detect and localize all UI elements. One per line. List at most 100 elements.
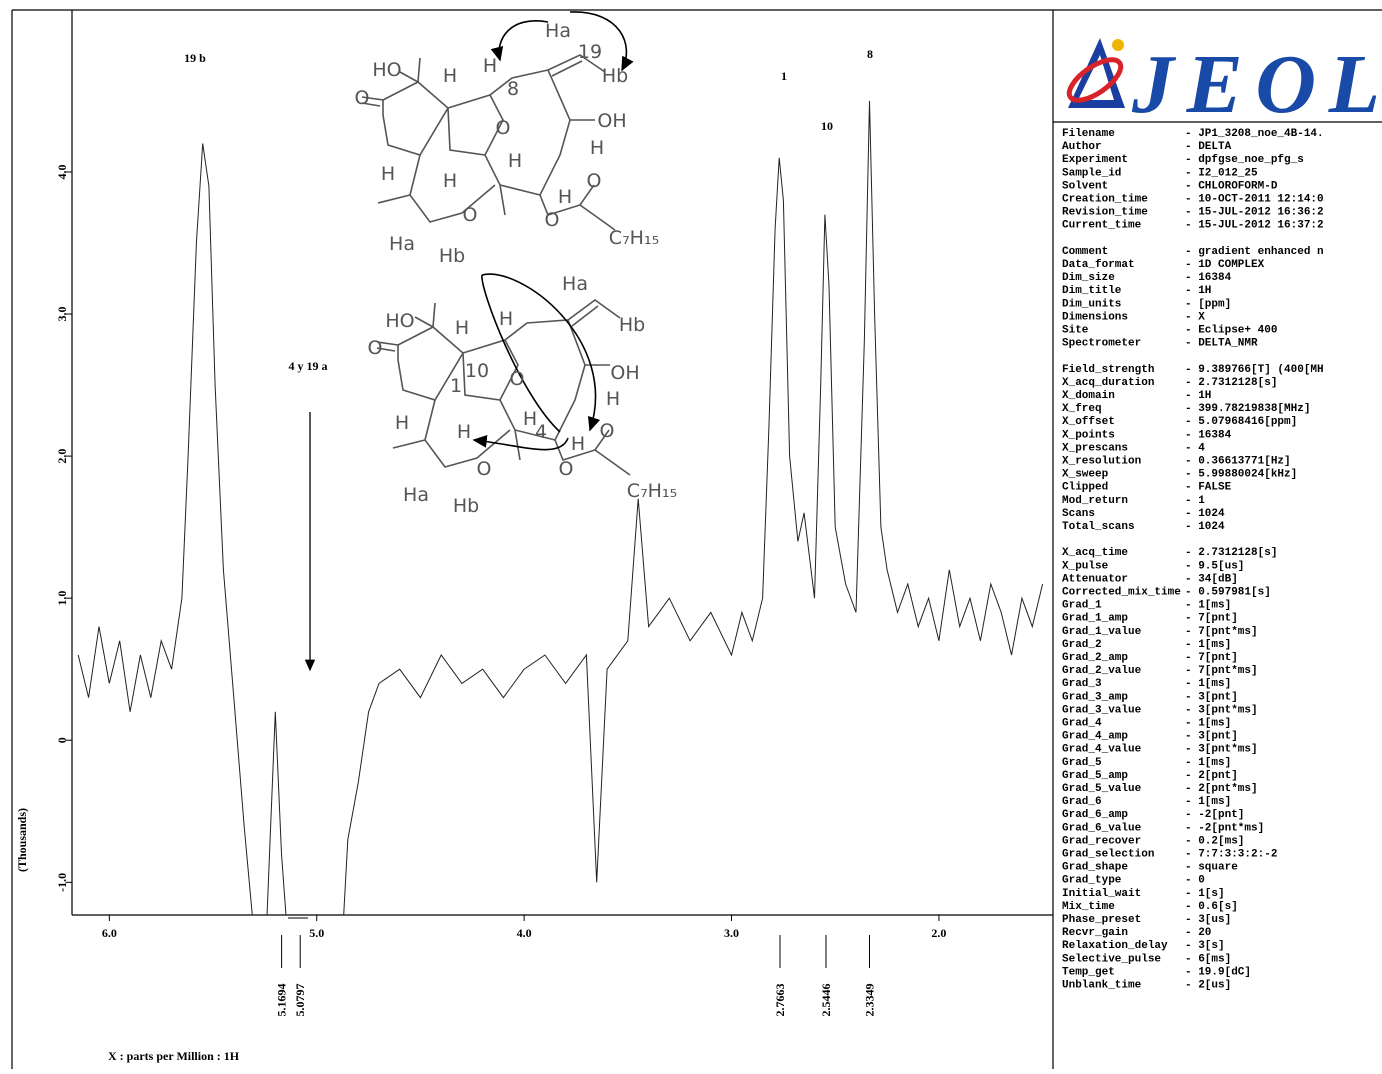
atom-label: H [606, 388, 620, 410]
peak-annotation: 8 [867, 47, 873, 61]
param-key: Grad_1_value [1062, 626, 1142, 638]
param-key: Dim_size [1062, 272, 1115, 284]
param-value: - 1[ms] [1185, 757, 1231, 769]
y-axis-label: (Thousands) [15, 808, 29, 872]
param-key: Dimensions [1062, 311, 1128, 323]
param-value: - 1[ms] [1185, 639, 1231, 651]
param-value: - 3[pnt] [1185, 691, 1238, 703]
peak-annotation: 19 b [184, 51, 206, 65]
param-key: Grad_3_value [1062, 704, 1142, 716]
param-key: Grad_6_value [1062, 822, 1142, 834]
param-value: - 7:7:3:3:2:-2 [1185, 849, 1277, 861]
param-value: - DELTA_NMR [1185, 338, 1258, 350]
atom-label: OH [597, 110, 626, 132]
param-key: Mod_return [1062, 495, 1128, 507]
param-value: - 1024 [1185, 508, 1225, 520]
param-key: Data_format [1062, 259, 1135, 271]
param-value: - 6[ms] [1185, 953, 1231, 965]
structure [376, 273, 631, 476]
param-key: Grad_4 [1062, 718, 1102, 730]
param-key: X_freq [1062, 403, 1102, 415]
y-tick-label: 4.0 [55, 164, 69, 179]
atom-label: H [457, 421, 471, 443]
param-key: Author [1062, 141, 1102, 153]
param-value: - 1H [1185, 390, 1211, 402]
param-value: - 4 [1185, 442, 1205, 454]
param-value: - 2.7312128[s] [1185, 377, 1277, 389]
atom-label: Hb [453, 495, 479, 517]
param-key: X_acq_duration [1062, 377, 1154, 389]
param-key: Grad_6 [1062, 796, 1102, 808]
y-tick-label: 0 [55, 737, 69, 743]
param-value: - 5.07968416[ppm] [1185, 416, 1297, 428]
peak-marker-label: 5.0797 [293, 984, 307, 1017]
atom-label: H [523, 408, 537, 430]
atom-label: O [510, 368, 525, 390]
param-key: Revision_time [1062, 207, 1148, 219]
x-tick-label: 4.0 [517, 926, 532, 940]
atom-label: Ha [545, 20, 571, 42]
x-tick-label: 3.0 [724, 926, 739, 940]
atom-label: OH [610, 362, 639, 384]
param-key: Dim_units [1062, 298, 1121, 310]
atom-label: 4 [535, 421, 547, 443]
param-key: X_offset [1062, 416, 1115, 428]
param-value: - [ppm] [1185, 298, 1231, 310]
param-value: - 2[pnt*ms] [1185, 783, 1258, 795]
atom-label: H [558, 186, 572, 208]
x-tick-label: 6.0 [102, 926, 117, 940]
param-key: Attenuator [1062, 573, 1128, 585]
param-value: - Eclipse+ 400 [1185, 325, 1277, 337]
atom-label: O [587, 170, 602, 192]
atom-label: Hb [602, 65, 628, 87]
param-value: - -2[pnt*ms] [1185, 822, 1264, 834]
atom-label: 10 [465, 360, 489, 382]
atom-label: H [443, 170, 457, 192]
param-value: - 3[pnt] [1185, 731, 1238, 743]
param-key: X_acq_time [1062, 547, 1128, 559]
param-value: - 15-JUL-2012 16:36:2 [1185, 207, 1324, 219]
atom-label: H [381, 163, 395, 185]
param-value: - X [1185, 311, 1205, 323]
atom-label: H [508, 150, 522, 172]
atom-label: O [496, 117, 511, 139]
param-value: - 1[ms] [1185, 796, 1231, 808]
param-value: - 3[pnt*ms] [1185, 744, 1258, 756]
y-tick-label: 3.0 [55, 307, 69, 322]
param-value: - 1[ms] [1185, 600, 1231, 612]
x-tick-label: 5.0 [309, 926, 324, 940]
param-key: Grad_selection [1062, 849, 1154, 861]
param-key: Grad_5_value [1062, 783, 1142, 795]
param-key: X_pulse [1062, 560, 1109, 572]
param-value: - 2.7312128[s] [1185, 547, 1277, 559]
param-value: - 9.389766[T] (400[MH [1185, 364, 1324, 376]
param-value: - 16384 [1185, 272, 1232, 284]
atom-label: O [600, 420, 615, 442]
plot-area [77, 100, 1044, 915]
param-value: - 20 [1185, 927, 1211, 939]
param-value: - 2[pnt] [1185, 770, 1238, 782]
param-key: Experiment [1062, 154, 1128, 166]
atom-label: H [499, 308, 513, 330]
spectrum-line [77, 100, 1044, 915]
param-key: Clipped [1062, 482, 1108, 494]
atom-label: C₇H₁₅ [627, 480, 677, 502]
y-tick-label: 2.0 [55, 449, 69, 464]
param-key: X_points [1062, 429, 1115, 441]
param-key: Total_scans [1062, 521, 1135, 533]
logo-text: JEOL [1131, 38, 1380, 131]
peak-marker-label: 2.3349 [862, 984, 876, 1017]
atom-label: 8 [507, 78, 519, 100]
param-value: - 1[ms] [1185, 678, 1231, 690]
atom-label: H [590, 137, 604, 159]
atom-label: Hb [439, 245, 465, 267]
param-key: Corrected_mix_time [1062, 587, 1181, 599]
param-key: X_resolution [1062, 456, 1141, 468]
atom-label: Hb [619, 314, 645, 336]
peak-marker-label: 2.7663 [773, 984, 787, 1017]
param-value: - 0.36613771[Hz] [1185, 456, 1291, 468]
param-value: - 3[pnt*ms] [1185, 704, 1258, 716]
atom-label: H [395, 412, 409, 434]
param-key: Unblank_time [1062, 980, 1142, 992]
